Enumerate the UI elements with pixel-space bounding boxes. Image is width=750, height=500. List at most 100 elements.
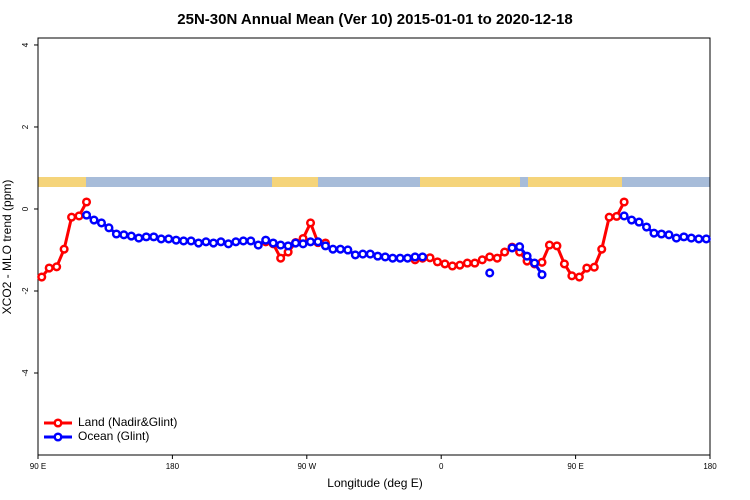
data-point xyxy=(238,236,248,246)
data-point xyxy=(537,270,547,280)
legend-label: Land (Nadir&Glint) xyxy=(78,415,177,429)
legend-marker xyxy=(53,418,63,428)
x-tick-label: 90 E xyxy=(30,462,46,471)
data-point xyxy=(641,222,652,232)
data-point xyxy=(320,241,331,251)
data-point xyxy=(522,251,532,261)
data-point xyxy=(485,252,495,262)
data-point xyxy=(141,232,151,242)
x-axis-label: Longitude (deg E) xyxy=(327,476,422,490)
x-tick-label: 0 xyxy=(439,462,444,471)
data-point xyxy=(67,212,77,222)
data-point xyxy=(634,217,644,227)
data-point xyxy=(365,249,375,259)
data-point xyxy=(276,253,286,263)
data-point xyxy=(96,218,107,228)
data-point xyxy=(119,230,129,240)
data-point xyxy=(470,258,480,268)
data-point xyxy=(664,230,674,240)
data-point xyxy=(335,244,345,254)
data-point xyxy=(432,257,443,267)
data-point xyxy=(686,233,696,243)
data-point xyxy=(507,243,517,253)
data-point xyxy=(358,249,368,259)
y-tick-label: 2 xyxy=(21,124,30,129)
x-tick-label: 180 xyxy=(703,462,717,471)
data-point xyxy=(44,263,54,273)
data-point xyxy=(417,252,428,262)
data-point xyxy=(492,253,502,263)
data-point xyxy=(701,234,711,244)
data-point xyxy=(223,239,233,249)
data-point xyxy=(574,272,584,282)
data-point xyxy=(410,252,420,262)
data-point xyxy=(291,238,301,248)
data-point xyxy=(328,244,338,254)
data-point xyxy=(186,236,196,246)
data-point xyxy=(179,236,189,246)
data-point xyxy=(500,247,510,257)
data-point xyxy=(529,258,540,268)
data-point xyxy=(559,259,569,269)
data-point xyxy=(156,234,166,244)
data-point xyxy=(440,259,450,269)
data-point xyxy=(193,238,204,248)
data-point xyxy=(343,245,353,255)
data-point xyxy=(567,271,577,281)
data-point xyxy=(604,212,614,222)
data-point xyxy=(612,211,622,221)
data-point xyxy=(597,244,607,254)
data-point xyxy=(373,251,383,261)
data-point xyxy=(582,263,592,273)
data-point xyxy=(59,244,69,254)
legend-marker xyxy=(53,432,63,442)
y-tick-label: 4 xyxy=(21,42,30,47)
data-point xyxy=(305,218,316,228)
data-point xyxy=(447,261,457,271)
data-point xyxy=(246,236,256,246)
legend-label: Ocean (Glint) xyxy=(78,429,149,443)
data-point xyxy=(298,239,308,249)
data-point xyxy=(380,252,390,262)
y-tick-label: 0 xyxy=(21,206,30,211)
data-point xyxy=(649,228,659,238)
data-point xyxy=(619,211,629,221)
data-point xyxy=(305,237,316,247)
data-point xyxy=(403,253,413,263)
data-point xyxy=(544,240,555,250)
data-point xyxy=(671,233,681,243)
data-point xyxy=(201,237,211,247)
data-point xyxy=(52,262,62,272)
data-point xyxy=(276,240,286,250)
data-point xyxy=(74,211,84,221)
data-point xyxy=(111,229,121,239)
y-axis-label: XCO2 - MLO trend (ppm) xyxy=(0,180,14,315)
x-tick-label: 180 xyxy=(166,462,180,471)
data-point xyxy=(485,268,495,278)
data-point xyxy=(589,262,599,272)
data-point xyxy=(81,210,92,220)
series-line xyxy=(85,213,707,276)
data-point xyxy=(395,253,405,263)
data-point xyxy=(216,237,226,247)
data-point xyxy=(104,223,114,233)
y-tick-label: -2 xyxy=(21,287,30,295)
chart-title: 25N-30N Annual Mean (Ver 10) 2015-01-01 … xyxy=(177,11,572,28)
data-point xyxy=(126,231,136,241)
data-point xyxy=(261,235,271,245)
data-point xyxy=(477,255,487,265)
data-point xyxy=(208,238,219,248)
data-point xyxy=(89,215,99,225)
data-point xyxy=(37,272,47,282)
data-point xyxy=(171,235,181,245)
data-point xyxy=(388,253,398,263)
data-point xyxy=(231,237,241,247)
data-point xyxy=(619,197,629,207)
map-strip xyxy=(38,177,710,187)
y-tick-label: -4 xyxy=(21,369,30,377)
data-point xyxy=(515,242,525,252)
data-point xyxy=(425,253,435,263)
data-point xyxy=(253,240,263,250)
x-tick-label: 90 W xyxy=(297,462,316,471)
